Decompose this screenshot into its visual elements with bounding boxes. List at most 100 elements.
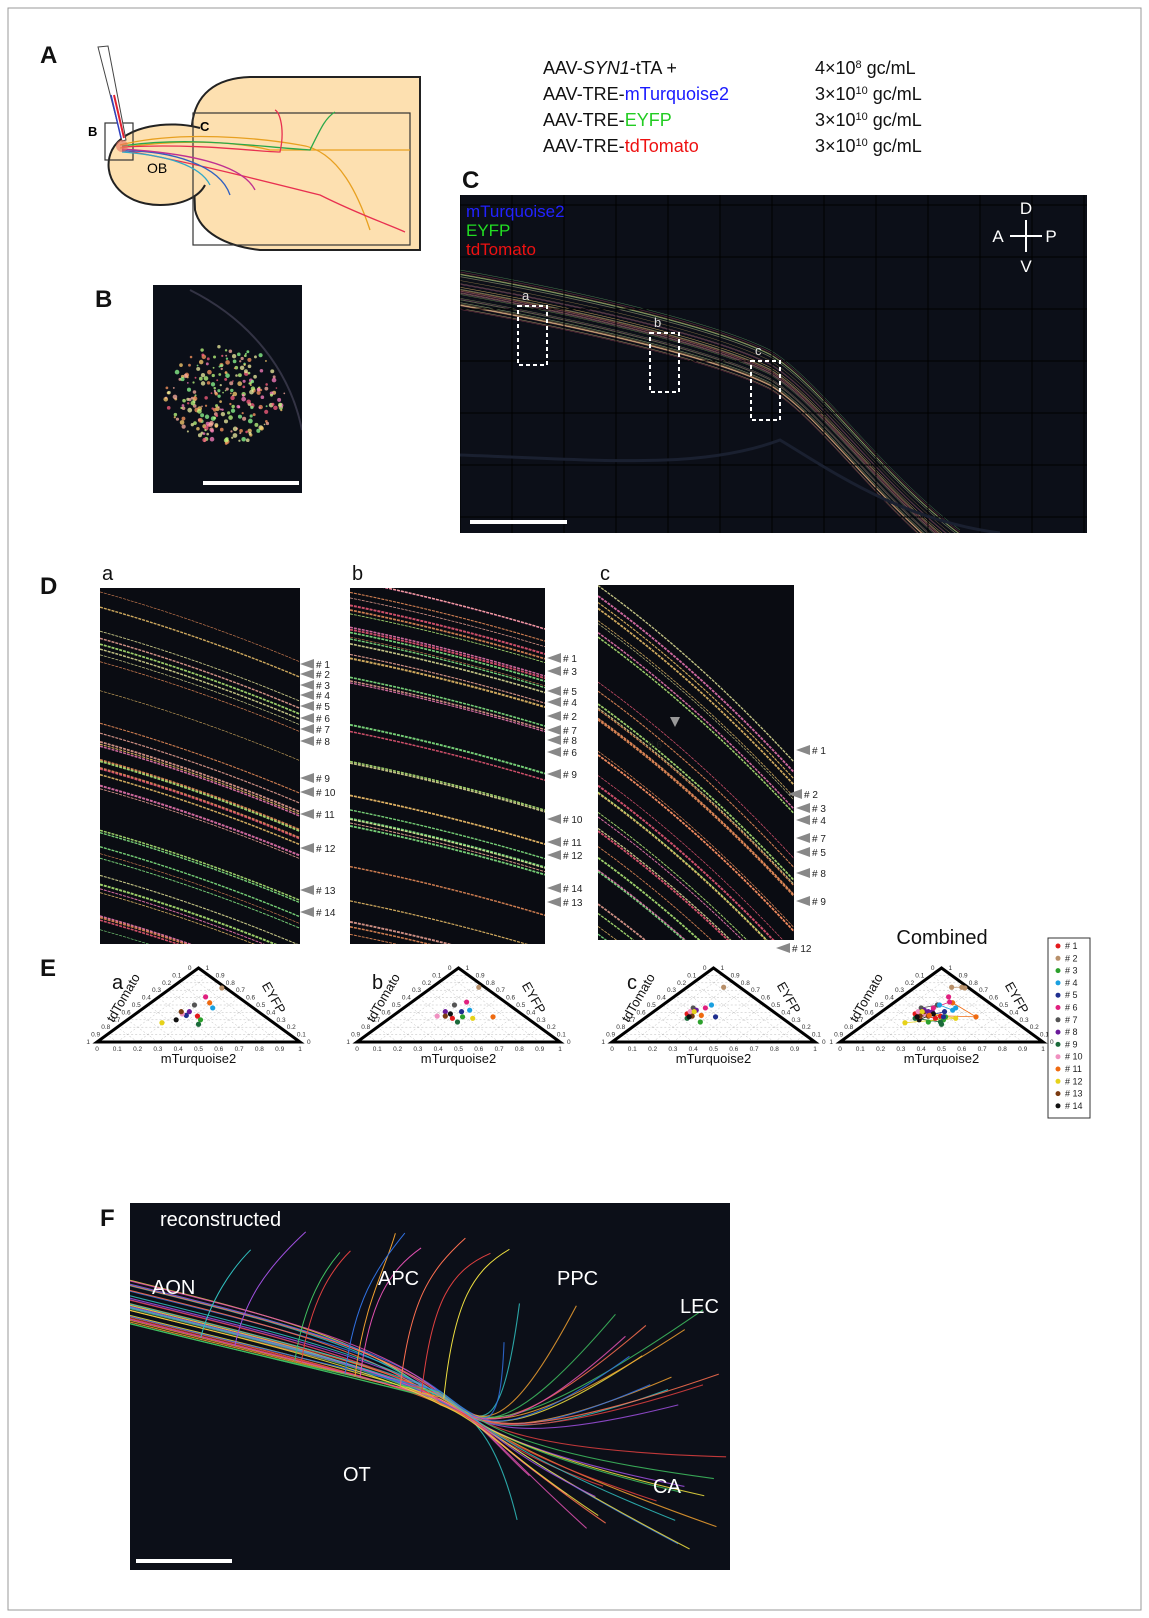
point: [698, 1019, 703, 1024]
region-label: OT: [343, 1464, 371, 1486]
region-label: PPC: [557, 1268, 598, 1290]
cell: [195, 377, 197, 379]
image-label: b: [352, 563, 363, 585]
tick-label: 0.9: [351, 1032, 360, 1039]
construct-conc: 3×1010 gc/mL: [815, 136, 922, 156]
arrowhead: [796, 745, 810, 755]
tick-label: 0.6: [506, 995, 515, 1002]
cell: [174, 416, 176, 418]
arrowhead: [547, 711, 561, 721]
cell: [174, 413, 177, 416]
point: [927, 1013, 932, 1018]
compass-label: V: [1020, 257, 1032, 276]
tick-label: 0.9: [606, 1032, 615, 1039]
construct-conc: 3×1010 gc/mL: [815, 84, 922, 104]
marker-label: # 3: [563, 667, 577, 678]
tick-label: 0: [931, 965, 935, 972]
point: [721, 985, 726, 990]
cell: [224, 378, 227, 381]
marker-label: # 2: [563, 712, 577, 723]
cell: [205, 415, 209, 419]
cell: [273, 406, 277, 410]
legend-label: # 8: [1065, 1027, 1078, 1037]
cell: [230, 393, 232, 395]
cell: [191, 401, 196, 406]
legend-swatch: [1056, 980, 1061, 985]
cell: [249, 432, 252, 435]
marker-label: # 4: [812, 816, 826, 827]
cell: [213, 416, 216, 419]
marker-label: # 8: [316, 737, 330, 748]
region-label: CA: [653, 1476, 681, 1498]
legend-label: # 9: [1065, 1039, 1078, 1049]
cell: [231, 409, 235, 413]
cell: [265, 383, 268, 386]
point: [926, 1019, 931, 1024]
legend-swatch: [1056, 968, 1061, 973]
tick-label: 0.4: [142, 995, 151, 1002]
cell: [248, 419, 253, 424]
cell: [238, 373, 242, 377]
tick-label: 0.1: [113, 1046, 122, 1053]
arrowhead: [547, 666, 561, 676]
roi-label: a: [522, 288, 530, 303]
cell: [225, 360, 230, 365]
grid-line: [158, 990, 229, 1042]
marker-label: # 5: [563, 687, 577, 698]
tick-label: 0.2: [677, 980, 686, 987]
point: [692, 1009, 697, 1014]
arrowhead: [300, 787, 314, 797]
marker-label: # 5: [316, 702, 330, 713]
cell: [216, 414, 219, 417]
cell: [224, 419, 228, 423]
construct-parts: AAV-TRE-mTurquoise2: [543, 84, 729, 104]
marker-label: # 12: [563, 851, 583, 862]
cell: [167, 406, 171, 410]
tick-label: 0.1: [172, 972, 181, 979]
cell: [225, 437, 229, 441]
cell: [241, 437, 246, 442]
cell: [259, 353, 263, 357]
region-label: LEC: [680, 1296, 719, 1318]
tick-label: 0: [307, 1039, 311, 1046]
cell: [206, 362, 209, 365]
cell: [256, 429, 260, 433]
cell: [231, 405, 235, 409]
cell: [257, 388, 261, 392]
cell: [180, 420, 185, 425]
legend-label: # 13: [1065, 1089, 1083, 1099]
tick-label: 0.9: [731, 972, 740, 979]
cell: [248, 372, 251, 375]
tick-label: 0.1: [915, 972, 924, 979]
cell: [277, 398, 281, 402]
cell: [232, 380, 234, 382]
point: [459, 1009, 464, 1014]
grid-line: [387, 1020, 417, 1042]
image-label: c: [600, 563, 610, 585]
tick-label: 0: [448, 965, 452, 972]
tick-label: 0.2: [802, 1024, 811, 1031]
grid-line: [754, 1020, 784, 1042]
cell: [271, 403, 274, 406]
legend-label: # 4: [1065, 978, 1078, 988]
cell: [215, 392, 218, 395]
point: [470, 1016, 475, 1021]
point: [959, 985, 964, 990]
cell: [240, 366, 244, 370]
panel-sub-label: b: [372, 972, 383, 994]
legend-label: # 2: [1065, 953, 1078, 963]
tick-label: 0.8: [101, 1024, 110, 1031]
grid-line: [398, 1012, 439, 1042]
arrowhead: [547, 653, 561, 663]
cell: [244, 364, 246, 366]
arrowhead: [547, 697, 561, 707]
tick-label: 0.3: [152, 987, 161, 994]
text-part: 3×10: [815, 84, 856, 104]
panel-label: E: [40, 955, 56, 982]
cell: [229, 403, 231, 405]
marker-label: # 12: [792, 944, 812, 955]
cell: [191, 397, 194, 400]
point: [452, 1002, 457, 1007]
legend-label: # 10: [1065, 1052, 1083, 1062]
tick-label: 0.9: [476, 972, 485, 979]
